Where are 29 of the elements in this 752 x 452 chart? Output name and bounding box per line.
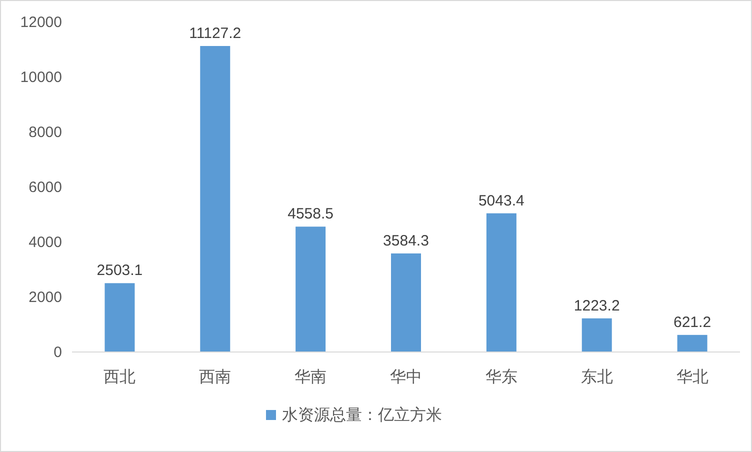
bar [391, 253, 421, 352]
data-label: 621.2 [674, 314, 712, 331]
bar [486, 213, 516, 352]
y-tick-label: 12000 [20, 14, 62, 31]
x-tick-label: 华中 [390, 368, 422, 386]
data-label: 4558.5 [288, 206, 334, 223]
bar [200, 46, 230, 352]
data-label: 5043.4 [478, 192, 524, 210]
y-tick-label: 4000 [28, 234, 62, 251]
x-tick-label: 西北 [104, 368, 136, 386]
y-tick-label: 6000 [28, 179, 62, 196]
bar [296, 226, 326, 352]
bar [104, 283, 135, 352]
bar [582, 318, 612, 352]
data-label: 11127.2 [189, 25, 242, 42]
y-tick-label: 8000 [28, 124, 62, 141]
y-tick-label: 10000 [20, 69, 62, 86]
legend-label: 水资源总量：亿立方米 [282, 406, 442, 424]
x-tick-label: 华东 [485, 368, 518, 386]
x-tick-label: 东北 [580, 368, 613, 386]
data-label: 1223.2 [574, 297, 620, 314]
x-tick-label: 西南 [199, 368, 232, 386]
x-tick-label: 华南 [294, 368, 327, 386]
y-tick-label: 2000 [28, 289, 62, 306]
x-tick-label: 华北 [676, 368, 708, 386]
bar [677, 334, 708, 352]
data-label: 3584.3 [383, 232, 429, 250]
y-tick-label: 0 [54, 344, 62, 361]
data-label: 2503.1 [96, 262, 143, 280]
